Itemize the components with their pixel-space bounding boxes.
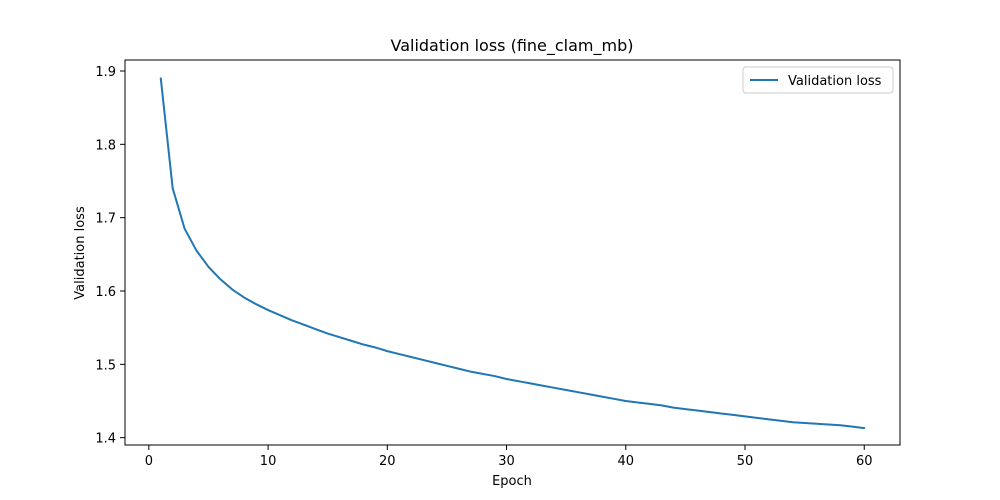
y-axis: 1.4 1.5 1.6 1.7 1.8 1.9 (95, 65, 125, 447)
y-tick-label: 1.7 (95, 212, 116, 227)
y-tick-label: 1.9 (95, 65, 116, 80)
legend-label-validation-loss: Validation loss (788, 74, 882, 89)
series-layer (159, 77, 866, 430)
legend-box (742, 66, 894, 94)
x-tick-label: 0 (145, 454, 153, 469)
plot-frame (124, 59, 901, 446)
x-tick-label: 10 (260, 454, 277, 469)
x-tick-label: 30 (498, 454, 515, 469)
y-tick-label: 1.5 (95, 358, 116, 373)
x-tick-label: 60 (856, 454, 873, 469)
x-tick-label: 20 (379, 454, 396, 469)
x-axis-label: Epoch (492, 474, 532, 489)
plot-area (124, 59, 901, 446)
y-axis-label: Validation loss (73, 206, 88, 300)
series-line-validation-loss (159, 77, 866, 430)
x-axis: 0 10 20 30 40 50 60 (145, 445, 873, 469)
legend: Validation loss (742, 66, 894, 94)
chart-title: Validation loss (fine_clam_mb) (390, 36, 633, 56)
y-tick-label: 1.6 (95, 285, 116, 300)
x-tick-label: 50 (737, 454, 754, 469)
y-tick-label: 1.4 (95, 432, 116, 447)
y-tick-label: 1.8 (95, 138, 116, 153)
x-tick-label: 40 (617, 454, 634, 469)
